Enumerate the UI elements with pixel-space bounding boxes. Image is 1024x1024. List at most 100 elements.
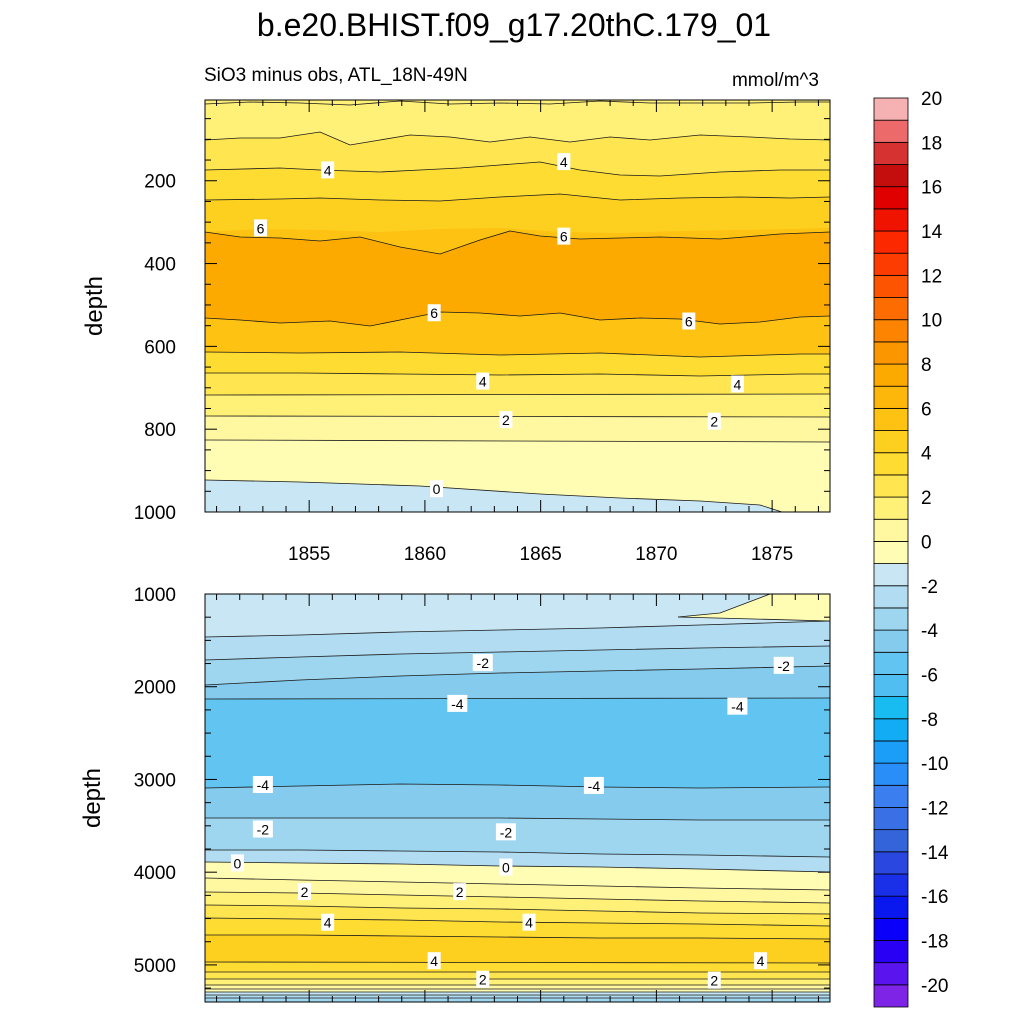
colorbar-box <box>873 341 909 365</box>
chart-subtitle-units: mmol/m^3 <box>732 70 819 91</box>
contour-label-box <box>682 312 696 330</box>
lower-panel-ticks <box>205 593 830 1002</box>
x-tick-label: 1870 <box>635 544 677 565</box>
colorbar-box <box>873 873 909 897</box>
contour-label-box <box>707 971 721 989</box>
colorbar-box <box>873 851 909 875</box>
band-top-12 <box>205 480 782 512</box>
contour-label: -4 <box>588 778 601 794</box>
colorbar-box <box>873 607 909 631</box>
colorbar-box <box>873 474 909 498</box>
colorbar-box <box>873 718 909 742</box>
colorbar-tick-label: 8 <box>921 355 932 376</box>
x-tick-label: 1865 <box>520 544 562 565</box>
contour-label: 0 <box>502 860 510 876</box>
contour-label: 4 <box>324 162 332 178</box>
contour-label-box <box>499 858 513 876</box>
contour-label-box <box>230 854 244 872</box>
colorbar-tick-label: -10 <box>921 754 948 775</box>
chart-subtitle-variable: SiO3 minus obs, ATL_18N-49N <box>204 65 468 86</box>
colorbar-box <box>873 186 909 210</box>
contour-label-box <box>522 913 536 931</box>
colorbar-box <box>873 407 909 431</box>
upper-panel: 4 4 6 6 6 6 4 4 2 2 0 200 400 600 800 1000 1855 1860 186… <box>81 99 831 565</box>
contour-label-box <box>499 411 513 429</box>
colorbar-box <box>873 385 909 409</box>
colorbar-box <box>873 97 909 121</box>
colorbar-box <box>873 496 909 520</box>
colorbar-box <box>873 585 909 609</box>
contour-label: 6 <box>560 229 568 245</box>
contour-label-box <box>727 697 748 715</box>
lower-y-axis-label: depth <box>79 768 106 828</box>
colorbar: -20-18-16-14-12-10-8-6-4-202468101214161… <box>873 89 949 1008</box>
contour-label: -4 <box>731 699 744 715</box>
colorbar-box <box>873 917 909 941</box>
contour-label-box <box>557 227 571 245</box>
contour-label: -4 <box>451 696 464 712</box>
colorbar-tick-label: -20 <box>921 976 948 997</box>
y-tick-label: 600 <box>144 337 176 358</box>
contour-label-box <box>427 304 441 322</box>
colorbar-tick-label: -12 <box>921 798 948 819</box>
contour-label-box <box>583 776 604 794</box>
contour-lines-top <box>205 100 830 512</box>
contour-label: 2 <box>710 973 718 989</box>
colorbar-box <box>873 563 909 587</box>
colorbar-box <box>873 141 909 165</box>
y-tick-label: 3000 <box>134 770 176 791</box>
colorbar-box <box>873 984 909 1008</box>
contour-label: 2 <box>479 972 487 988</box>
colorbar-box <box>873 674 909 698</box>
contour-label: 4 <box>560 154 568 170</box>
upper-y-axis-label: depth <box>81 276 108 336</box>
colorbar-box <box>873 829 909 853</box>
contour-label: -4 <box>257 777 270 793</box>
colorbar-box <box>873 230 909 254</box>
contour-label-box <box>472 654 493 672</box>
colorbar-tick-label: 12 <box>921 266 942 287</box>
colorbar-box <box>873 762 909 786</box>
colorbar-box <box>873 696 909 720</box>
contour-label: 4 <box>324 915 332 931</box>
y-tick-label: 800 <box>144 420 176 441</box>
x-tick-label: 1860 <box>404 544 446 565</box>
lower-contour-labels: -2 -2-4 -4-4 -4-2 -20 02 24 44 42 2 <box>230 654 794 989</box>
contour-label-box <box>730 375 744 393</box>
colorbar-tick-label: 16 <box>921 178 942 199</box>
contour-label: 6 <box>257 220 265 236</box>
upper-x-tick-labels: 1855 1860 1865 1870 1875 <box>288 544 793 565</box>
colorbar-tick-label: 14 <box>921 222 943 243</box>
colorbar-box <box>873 651 909 675</box>
colorbar-tick-label: -16 <box>921 887 948 908</box>
chart-title: b.e20.BHIST.f09_g17.20thC.179_01 <box>257 7 771 43</box>
contour-label-box <box>298 883 312 901</box>
colorbar-tick-label: -8 <box>921 710 938 731</box>
colorbar-tick-label: -6 <box>921 665 938 686</box>
y-tick-label: 1000 <box>134 503 176 524</box>
contour-label: -2 <box>500 824 513 840</box>
colorbar-tick-label: 18 <box>921 133 942 154</box>
colorbar-tick-label: 4 <box>921 444 932 465</box>
contour-label-box <box>476 970 490 988</box>
y-tick-label: 200 <box>144 172 176 193</box>
colorbar-tick-label: -4 <box>921 621 938 642</box>
band-bot-patch <box>678 594 830 621</box>
colorbar-box <box>873 119 909 143</box>
colorbar-box <box>873 274 909 298</box>
lower-panel: -2 -2-4 -4-4 -4-2 -20 02 24 44 42 2 1000200030004… <box>79 585 831 1003</box>
contour-label: 2 <box>502 412 510 428</box>
contour-label-box <box>321 913 335 931</box>
contour-label-box <box>252 776 273 794</box>
y-tick-label: 5000 <box>134 956 176 977</box>
colorbar-tick-label: -2 <box>921 577 938 598</box>
contour-label-box <box>429 480 443 498</box>
contour-label-box <box>495 823 516 841</box>
colorbar-box <box>873 319 909 343</box>
upper-panel-ticks <box>205 100 830 513</box>
contour-label-box <box>773 656 794 674</box>
contour-label: 0 <box>234 855 242 871</box>
contour-label: -2 <box>477 655 490 671</box>
contour-label-box <box>321 161 335 179</box>
